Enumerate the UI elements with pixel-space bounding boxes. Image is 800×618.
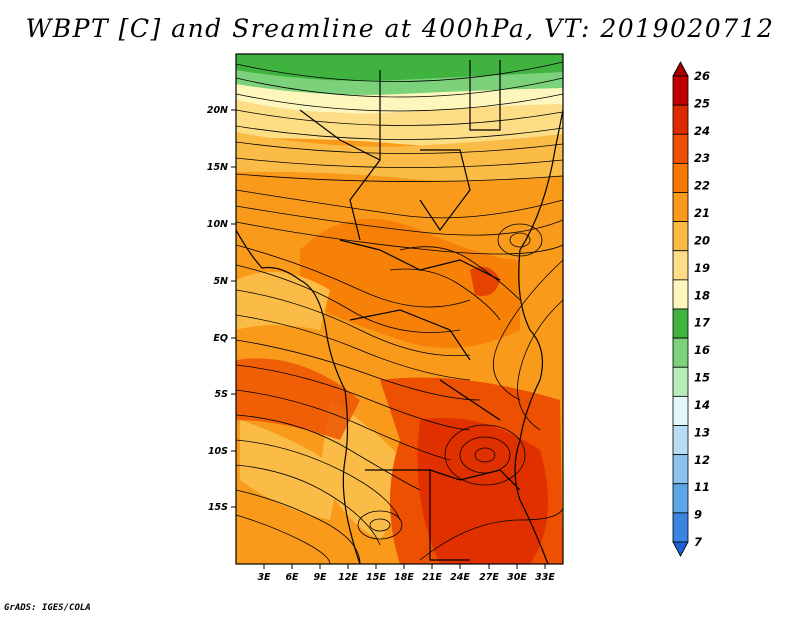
colorbar-label: 16 <box>694 343 710 357</box>
lon-label: 12E <box>338 572 358 583</box>
map-area <box>236 54 563 564</box>
colorbar-label: 22 <box>694 179 710 193</box>
lon-label: 3E <box>257 572 271 583</box>
lat-label: EQ <box>213 333 228 344</box>
colorbar-swatch <box>672 104 689 135</box>
colorbar-swatch <box>672 221 689 252</box>
colorbar-label: 24 <box>694 124 710 138</box>
lat-label: 10N <box>207 219 228 230</box>
colorbar-label: 13 <box>694 425 710 439</box>
lat-label: 5S <box>215 389 229 400</box>
colorbar-swatch <box>672 192 689 223</box>
colorbar-swatch <box>672 454 689 485</box>
lat-axis: 20N 15N 10N 5N EQ 5S 10S 15S <box>207 105 236 513</box>
colorbar-label: 25 <box>694 96 710 110</box>
lon-label: 9E <box>313 572 327 583</box>
lon-label: 30E <box>507 572 527 583</box>
colorbar-label: 18 <box>694 288 710 302</box>
colorbar: 26 25 24 23 22 21 20 19 18 17 16 15 14 13 12 11 9 7 <box>672 61 710 557</box>
colorbar-label: 7 <box>694 535 702 549</box>
field-patch-20a <box>236 272 330 330</box>
colorbar-swatch <box>672 279 689 310</box>
map-frame <box>235 53 564 565</box>
lon-label: 33E <box>535 572 555 583</box>
colorbar-swatch <box>672 337 689 368</box>
lat-label: 10S <box>208 446 228 457</box>
lon-label: 21E <box>422 572 442 583</box>
colorbar-swatch <box>672 61 689 77</box>
lon-label: 18E <box>394 572 414 583</box>
streamlines <box>236 61 563 564</box>
colorbar-label: 9 <box>694 508 702 522</box>
field-patch-20c <box>240 420 340 520</box>
lon-label: 15E <box>366 572 386 583</box>
lon-axis: 3E 6E 9E 12E 15E 18E 21E 24E 27E 30E 33E <box>257 564 555 583</box>
field-patch-23a <box>236 358 360 440</box>
grads-credit: GrADS: IGES/COLA <box>4 603 91 613</box>
colorbar-swatch <box>672 162 689 193</box>
lat-label: 15S <box>208 502 228 513</box>
colorbar-swatch <box>672 75 689 106</box>
colorbar-label: 23 <box>694 151 710 165</box>
colorbar-swatch <box>672 483 689 514</box>
lon-label: 24E <box>450 572 470 583</box>
colorbar-swatch <box>672 395 689 426</box>
colorbar-swatch <box>672 512 689 543</box>
colorbar-label: 26 <box>694 69 710 83</box>
field-band-19 <box>236 100 563 147</box>
map-title: WBPT [C] and Sreamline at 400hPa, VT: 20… <box>25 14 775 43</box>
colorbar-label: 19 <box>694 261 710 275</box>
field-patch-24b <box>470 266 500 296</box>
colorbar-label: 17 <box>694 316 710 330</box>
field-patch-22a <box>300 218 520 348</box>
lon-label: 6E <box>285 572 299 583</box>
colorbar-swatch <box>672 308 689 339</box>
colorbar-swatch <box>672 366 689 397</box>
lat-label: 5N <box>213 276 228 287</box>
lat-label: 20N <box>207 105 228 116</box>
colorbar-swatch <box>672 133 689 164</box>
colorbar-label: 14 <box>694 398 710 412</box>
lon-label: 27E <box>479 572 499 583</box>
lat-label: 15N <box>207 162 228 173</box>
colorbar-label: 11 <box>694 480 710 494</box>
colorbar-swatch <box>672 250 689 281</box>
colorbar-label: 20 <box>694 233 710 247</box>
field-patch-24 <box>417 418 548 564</box>
colorbar-label: 15 <box>694 371 710 385</box>
field-band-20 <box>236 132 563 181</box>
colorbar-label: 12 <box>694 453 710 467</box>
colorbar-swatch <box>672 425 689 456</box>
colorbar-label: 21 <box>694 206 710 220</box>
colorbar-swatch <box>672 541 689 557</box>
